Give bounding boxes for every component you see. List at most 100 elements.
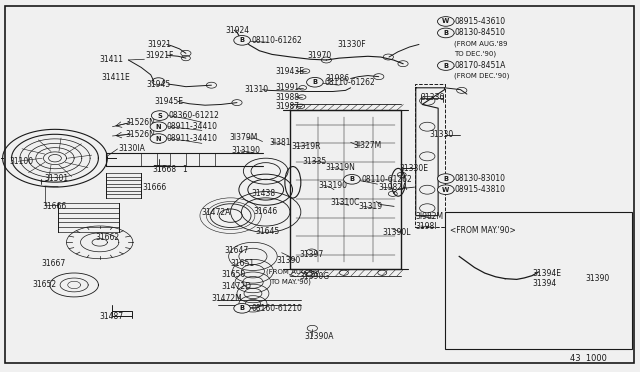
Text: 31472D: 31472D <box>221 282 251 291</box>
Text: 31646: 31646 <box>253 208 277 217</box>
Text: 31330F: 31330F <box>337 40 366 49</box>
Text: 313190: 313190 <box>232 146 261 155</box>
Text: 31924: 31924 <box>225 26 250 35</box>
Text: 31438: 31438 <box>252 189 276 198</box>
Text: 3l982M: 3l982M <box>416 212 444 221</box>
Text: B: B <box>239 305 244 311</box>
Text: 31100: 31100 <box>9 157 33 166</box>
Text: 31988: 31988 <box>275 93 300 102</box>
Text: W: W <box>442 19 449 25</box>
Text: 08911-34410: 08911-34410 <box>166 134 217 143</box>
Text: 313190: 313190 <box>318 181 347 190</box>
Circle shape <box>438 185 454 195</box>
Circle shape <box>150 122 167 132</box>
Text: (FROM AUG.'89: (FROM AUG.'89 <box>454 41 508 47</box>
Text: 31397: 31397 <box>300 250 324 259</box>
Bar <box>445 212 632 349</box>
Text: 31662: 31662 <box>95 233 119 243</box>
Text: 31310C: 31310C <box>331 198 360 207</box>
Text: 31390: 31390 <box>276 256 301 264</box>
Text: 31390L: 31390L <box>383 228 411 237</box>
Text: 31472A: 31472A <box>201 208 230 217</box>
Text: 31982A: 31982A <box>379 183 408 192</box>
Text: 31411E: 31411E <box>102 73 131 82</box>
Text: 3l381: 3l381 <box>269 138 291 147</box>
Text: 08915-43610: 08915-43610 <box>454 17 505 26</box>
Text: 08130-83010: 08130-83010 <box>454 174 505 183</box>
Text: 3130IA: 3130IA <box>119 144 146 153</box>
Text: 08911-34410: 08911-34410 <box>166 122 217 131</box>
Text: 08160-61210: 08160-61210 <box>252 304 303 313</box>
Circle shape <box>438 17 454 26</box>
Text: 31394: 31394 <box>532 279 556 288</box>
Text: N: N <box>156 135 161 142</box>
Text: TO DEC.'90): TO DEC.'90) <box>454 51 496 57</box>
Text: B: B <box>444 30 448 36</box>
Text: 31945: 31945 <box>147 80 170 89</box>
Text: 31330: 31330 <box>429 130 454 140</box>
Text: 31336: 31336 <box>421 93 445 102</box>
Text: 31301: 31301 <box>44 174 68 183</box>
Text: 31651: 31651 <box>230 259 255 267</box>
Text: 31666: 31666 <box>143 183 166 192</box>
Circle shape <box>438 61 454 70</box>
Text: 31319N: 31319N <box>325 163 355 172</box>
Text: 31921: 31921 <box>148 40 172 49</box>
Text: 31945E: 31945E <box>154 97 183 106</box>
Circle shape <box>438 174 454 183</box>
Text: 31647: 31647 <box>224 246 248 255</box>
Circle shape <box>438 28 454 38</box>
Text: B: B <box>349 176 355 182</box>
Text: 31943E: 31943E <box>275 67 304 76</box>
Text: S: S <box>157 113 162 119</box>
Text: 43  1000: 43 1000 <box>570 354 607 363</box>
Text: 08110-61262: 08110-61262 <box>362 175 412 184</box>
Circle shape <box>152 111 168 121</box>
Text: 31666: 31666 <box>42 202 67 211</box>
Text: B: B <box>312 79 317 85</box>
Text: 31319R: 31319R <box>291 142 321 151</box>
Text: 31394E: 31394E <box>532 269 561 278</box>
Text: B: B <box>444 176 448 182</box>
Text: (FROM DEC.'90): (FROM DEC.'90) <box>454 73 509 79</box>
Text: 31330E: 31330E <box>400 164 429 173</box>
Text: (FROM AUG.'89: (FROM AUG.'89 <box>266 269 320 275</box>
Text: 31986: 31986 <box>325 74 349 83</box>
Text: 31526N: 31526N <box>125 118 155 127</box>
Text: 08360-61212: 08360-61212 <box>168 111 219 120</box>
Text: 31667: 31667 <box>41 259 65 268</box>
Text: 31921F: 31921F <box>146 51 174 60</box>
Text: 31310: 31310 <box>244 85 269 94</box>
Text: 08915-43810: 08915-43810 <box>454 185 505 194</box>
Text: 31970: 31970 <box>307 51 332 60</box>
Text: B: B <box>444 62 448 68</box>
Text: N: N <box>156 124 161 130</box>
Text: 31319: 31319 <box>358 202 383 211</box>
Text: 31390A: 31390A <box>304 331 333 341</box>
Text: W: W <box>442 187 449 193</box>
Text: 08110-61262: 08110-61262 <box>324 78 375 87</box>
Bar <box>415 84 445 227</box>
Text: 31472M: 31472M <box>211 294 242 303</box>
Text: <FROM MAY.'90>: <FROM MAY.'90> <box>450 226 515 235</box>
Circle shape <box>344 174 360 184</box>
Text: 3l327M: 3l327M <box>353 141 381 150</box>
Circle shape <box>307 77 323 87</box>
Text: 31526N: 31526N <box>125 129 155 139</box>
Text: 3l379M: 3l379M <box>229 133 258 142</box>
Text: 31645: 31645 <box>255 227 280 236</box>
Text: 31668: 31668 <box>153 165 177 174</box>
Text: 31487: 31487 <box>100 312 124 321</box>
Circle shape <box>150 134 167 143</box>
Text: 1: 1 <box>182 165 188 174</box>
Text: B: B <box>239 37 244 44</box>
Circle shape <box>234 304 250 313</box>
Text: 08110-61262: 08110-61262 <box>252 36 303 45</box>
Text: 31991: 31991 <box>275 83 300 92</box>
Text: 31390G: 31390G <box>300 272 330 281</box>
Text: TO MAY.'90): TO MAY.'90) <box>270 278 311 285</box>
Text: 31650: 31650 <box>221 270 245 279</box>
Text: 3198I: 3198I <box>416 221 437 231</box>
Text: 31411: 31411 <box>100 55 124 64</box>
Text: 31987: 31987 <box>275 102 300 111</box>
